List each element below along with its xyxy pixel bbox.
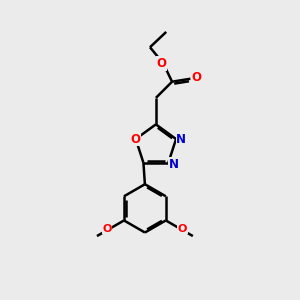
Text: N: N bbox=[176, 133, 186, 146]
Text: N: N bbox=[169, 158, 178, 171]
Text: O: O bbox=[178, 224, 187, 234]
Text: O: O bbox=[103, 224, 112, 234]
Text: O: O bbox=[157, 57, 167, 70]
Text: O: O bbox=[130, 133, 140, 146]
Text: O: O bbox=[192, 71, 202, 84]
